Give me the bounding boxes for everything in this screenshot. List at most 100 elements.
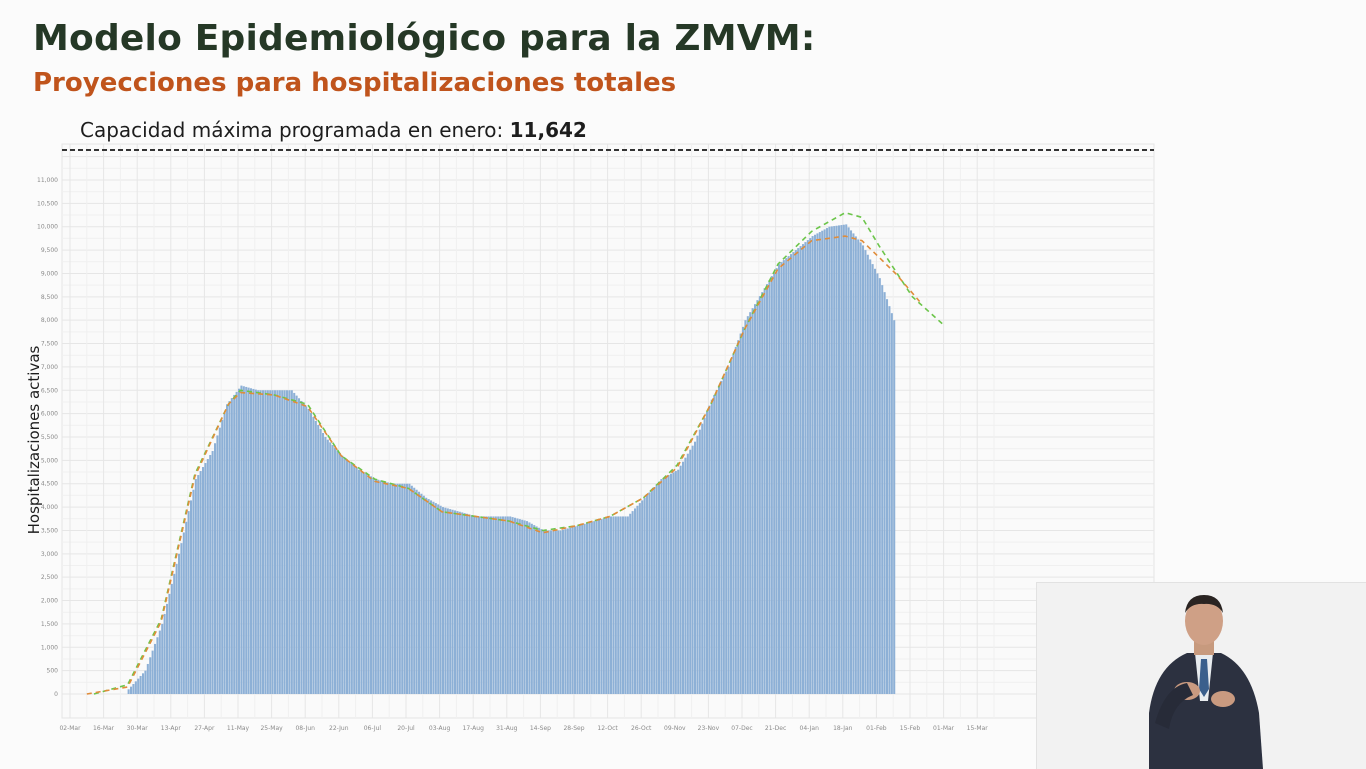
bar: [319, 428, 322, 694]
bar: [218, 427, 221, 694]
bar: [480, 516, 483, 694]
y-tick-label: 10,000: [37, 224, 58, 231]
bar: [708, 405, 711, 694]
bar: [142, 673, 145, 694]
bar: [790, 254, 793, 694]
bar: [878, 278, 881, 694]
bar: [792, 252, 795, 694]
bar: [442, 507, 445, 694]
bar: [190, 500, 193, 694]
bar: [355, 467, 358, 694]
bar: [636, 505, 639, 694]
bar: [492, 516, 495, 694]
bar: [869, 259, 872, 694]
bar: [444, 507, 447, 694]
bar: [146, 663, 149, 694]
bar: [677, 469, 680, 694]
bar: [542, 530, 545, 694]
bar: [763, 288, 766, 694]
bar: [835, 225, 838, 695]
bar: [290, 390, 293, 694]
bar: [286, 390, 289, 694]
bar: [410, 485, 413, 694]
bar: [526, 521, 529, 694]
bar: [890, 313, 893, 694]
bar: [545, 530, 548, 694]
bar: [660, 479, 663, 694]
y-tick-label: 4,500: [41, 481, 58, 488]
bar: [751, 308, 754, 694]
y-tick-label: 5,000: [41, 457, 58, 464]
bar: [864, 250, 867, 694]
bar: [806, 240, 809, 694]
bar: [550, 530, 553, 694]
y-tick-label: 11,000: [37, 177, 58, 184]
y-tick-label: 1,000: [41, 644, 58, 651]
x-tick-label: 15-Mar: [967, 725, 989, 732]
bar: [178, 553, 181, 694]
x-tick-label: 30-Mar: [127, 725, 149, 732]
bar: [569, 527, 572, 694]
bar: [307, 408, 310, 694]
bar: [703, 417, 706, 694]
bar: [694, 441, 697, 694]
bar: [590, 521, 593, 694]
bar: [485, 516, 488, 694]
bar: [377, 479, 380, 694]
bar: [883, 292, 886, 694]
bar: [600, 519, 603, 694]
bar: [818, 232, 821, 694]
bar: [456, 511, 459, 694]
bar: [348, 461, 351, 694]
bar: [506, 516, 509, 694]
bar: [797, 248, 800, 694]
bar: [338, 453, 341, 694]
bar: [475, 516, 478, 694]
bar: [223, 412, 226, 694]
bar: [398, 483, 401, 694]
bar: [446, 508, 449, 694]
bar: [780, 262, 783, 694]
bar: [859, 242, 862, 694]
x-tick-label: 15-Feb: [900, 725, 921, 732]
y-tick-label: 3,000: [41, 551, 58, 558]
x-tick-label: 02-Mar: [59, 725, 81, 732]
bar: [588, 522, 591, 694]
y-tick-label: 500: [47, 668, 59, 675]
y-tick-label: 2,000: [41, 598, 58, 605]
bar: [852, 233, 855, 694]
bar: [533, 525, 536, 694]
bar: [365, 473, 368, 694]
bar: [185, 521, 188, 694]
page-subtitle: Proyecciones para hospitalizaciones tota…: [33, 68, 677, 98]
bar: [367, 475, 370, 694]
bar: [149, 657, 152, 694]
x-tick-label: 28-Sep: [563, 725, 584, 732]
bar: [559, 530, 562, 694]
y-tick-label: 8,000: [41, 317, 58, 324]
bar: [463, 513, 466, 694]
bar: [655, 484, 658, 694]
y-tick-label: 7,500: [41, 341, 58, 348]
bar: [581, 524, 584, 694]
bar: [881, 285, 884, 694]
y-tick-label: 1,500: [41, 621, 58, 628]
bar: [206, 459, 209, 694]
bar: [516, 518, 519, 694]
bar: [670, 473, 673, 694]
bar: [622, 516, 625, 694]
bar: [235, 391, 238, 694]
bar: [269, 390, 272, 694]
bar: [634, 508, 637, 694]
bar: [156, 637, 159, 694]
bar: [259, 390, 262, 694]
x-tick-label: 09-Nov: [664, 725, 686, 732]
bar: [221, 419, 224, 694]
bar: [857, 239, 860, 694]
bar: [494, 516, 497, 694]
bar: [326, 439, 329, 694]
bar: [547, 530, 550, 694]
bar: [497, 516, 500, 694]
bar: [845, 224, 848, 694]
